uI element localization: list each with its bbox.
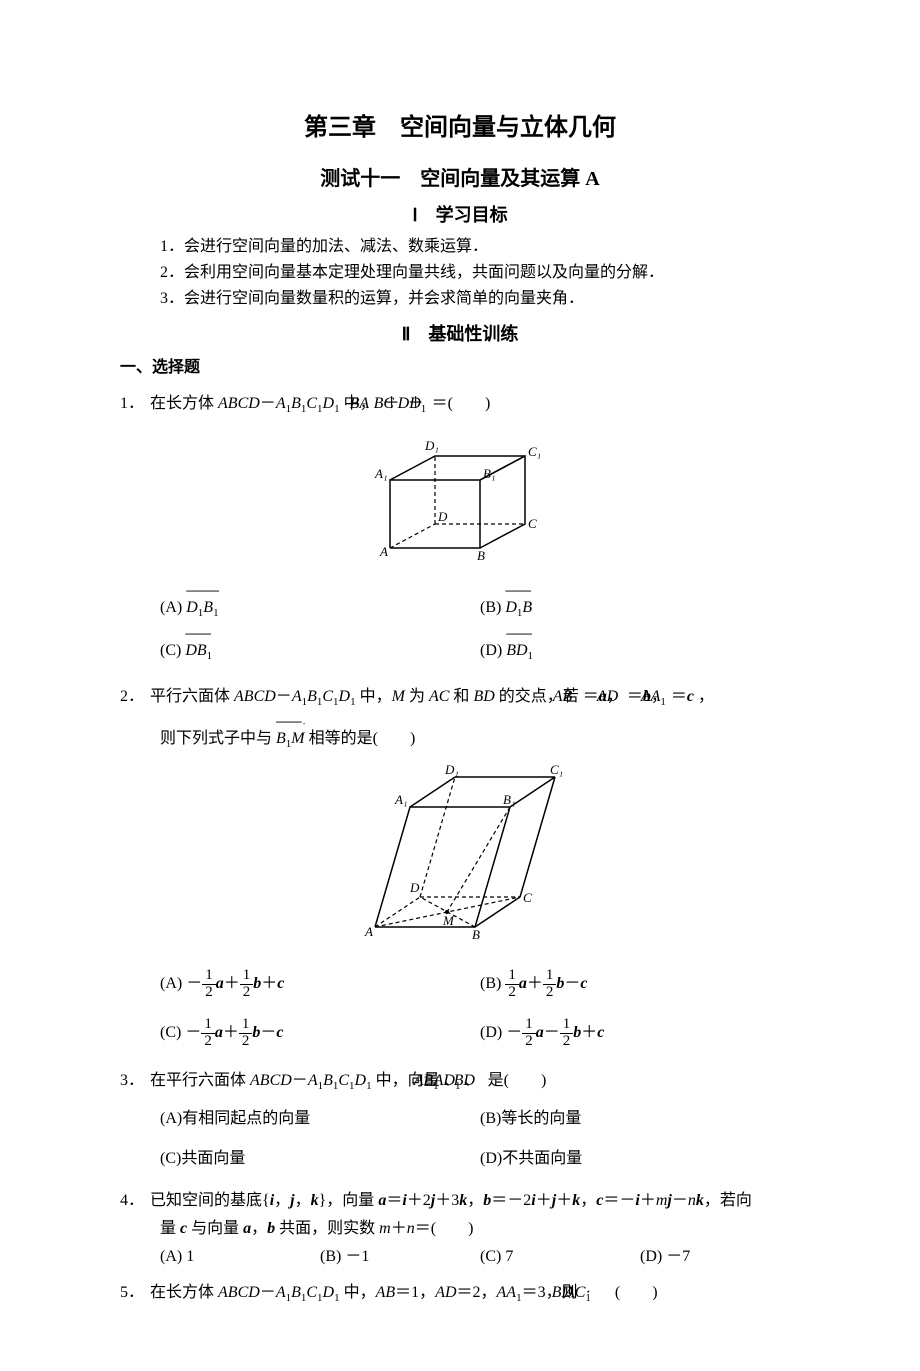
q1-solid: ABCD－A1B1C1D1 — [218, 395, 340, 412]
label-B1: B₁ — [503, 792, 515, 807]
label-M: M — [442, 913, 455, 928]
vector-D1B1: ────→D1B1 — [186, 594, 218, 622]
label-B1: B₁ — [483, 466, 495, 481]
figure-cuboid: A B C D A₁ B₁ C₁ D₁ — [120, 428, 800, 576]
q3-answers: (A)有相同起点的向量 (B)等长的向量 (C)共面向量 (D)不共面向量 — [160, 1099, 800, 1179]
question-2: 2．平行六面体 ABCD－A1B1C1D1 中，M 为 AC 和 BD 的交点，… — [120, 683, 800, 711]
q4-opt-A: (A) 1 — [160, 1245, 320, 1269]
label-D1: D₁ — [444, 762, 459, 777]
label-C1: C₁ — [550, 762, 563, 777]
q1-opt-D: (D) ───→BD1 — [480, 637, 800, 665]
q3-opt-D: (D)不共面向量 — [480, 1147, 800, 1171]
q4-opt-B: (B) －1 — [320, 1245, 480, 1269]
label-C: C — [523, 890, 532, 905]
q2-opt-C: (C) －12a＋12b－c — [160, 1017, 480, 1050]
section-objectives-head: Ⅰ 学习目标 — [120, 202, 800, 229]
chapter-title: 第三章 空间向量与立体几何 — [120, 110, 800, 146]
q1-answers: (A) ────→D1B1 (B) ───→D1B (C) ───→DB1 (D… — [160, 586, 800, 673]
q-num: 1． — [120, 392, 150, 416]
q2-opt-B: (B) 12a＋12b－c — [480, 968, 800, 1001]
vector-D1B: ───→D1B — [505, 594, 532, 622]
objectives-list: 1．会进行空间向量的加法、减法、数乘运算． 2．会利用空间向量基本定理处理向量共… — [160, 235, 800, 311]
q3-opt-C: (C)共面向量 — [160, 1147, 480, 1171]
q4-opt-D: (D) －7 — [640, 1245, 800, 1269]
q4-line2: 量 c 与向量 a，b 共面，则实数 m＋n＝( ) — [160, 1217, 800, 1241]
label-A: A — [364, 924, 373, 939]
question-1: 1．在长方体 ABCD－A1B1C1D1 中， ──→BA ＋ ──→BC ＋ … — [120, 390, 800, 418]
objective-item: 1．会进行空间向量的加法、减法、数乘运算． — [160, 235, 800, 259]
q4-text: 已知空间的基底{i，j，k}，向量 a＝i＋2j＋3k，b＝－2i＋j＋k，c＝… — [150, 1192, 752, 1209]
figure-parallelepiped: A B C D A₁ B₁ C₁ D₁ M — [120, 762, 800, 950]
q1-opt-A: (A) ────→D1B1 — [160, 594, 480, 622]
part-label: 一、选择题 — [120, 356, 800, 380]
label-A1: A₁ — [374, 466, 387, 481]
objective-item: 2．会利用空间向量基本定理处理向量共线，共面问题以及向量的分解． — [160, 261, 800, 285]
q2-opt-D: (D) －12a－12b＋c — [480, 1017, 800, 1050]
vector-BD1: ───→BD1 — [506, 637, 533, 665]
question-4: 4．已知空间的基底{i，j，k}，向量 a＝i＋2j＋3k，b＝－2i＋j＋k，… — [120, 1189, 800, 1213]
q4-opt-C: (C) 7 — [480, 1245, 640, 1269]
q-num: 3． — [120, 1069, 150, 1093]
q4-answers: (A) 1 (B) －1 (C) 7 (D) －7 — [160, 1245, 800, 1269]
objective-item: 3．会进行空间向量数量积的运算，并会求简单的向量夹角． — [160, 287, 800, 311]
label-A: A — [379, 544, 388, 559]
label-A1: A₁ — [394, 792, 407, 807]
q3-opt-A: (A)有相同起点的向量 — [160, 1107, 480, 1131]
q1-opt-B: (B) ───→D1B — [480, 594, 800, 622]
q1-tail: ＝( ) — [432, 395, 491, 412]
label-D1: D₁ — [424, 438, 439, 453]
question-5: 5．在长方体 ABCD－A1B1C1D1 中，AB＝1，AD＝2，AA1＝3，则… — [120, 1279, 800, 1307]
q3-opt-B: (B)等长的向量 — [480, 1107, 800, 1131]
q-num: 4． — [120, 1189, 150, 1213]
label-C1: C₁ — [528, 444, 541, 459]
q-num: 2． — [120, 685, 150, 709]
label-B: B — [477, 548, 485, 563]
vector-DB1: ───→DB1 — [185, 637, 212, 665]
q2-text: 平行六面体 ABCD－A1B1C1D1 中，M 为 AC 和 BD 的交点，若 — [150, 688, 583, 705]
q2-answers: (A) －12a＋12b＋c (B) 12a＋12b－c (C) －12a＋12… — [160, 960, 800, 1057]
question-3: 3．在平行六面体 ABCD－A1B1C1D1 中，向量 ───→AB1、 ───… — [120, 1067, 800, 1095]
q2-line2: 则下列式子中与 ───→B1M 相等的是( ) — [160, 725, 800, 753]
q1-text: 在长方体 — [150, 395, 218, 412]
section-training-head: Ⅱ 基础性训练 — [120, 321, 800, 348]
test-title: 测试十一 空间向量及其运算 A — [120, 164, 800, 194]
label-D: D — [437, 509, 448, 524]
q1-opt-C: (C) ───→DB1 — [160, 637, 480, 665]
q3-text: 在平行六面体 ABCD－A1B1C1D1 中，向量 — [150, 1072, 444, 1089]
label-B: B — [472, 927, 480, 942]
label-D: D — [409, 880, 420, 895]
q2-opt-A: (A) －12a＋12b＋c — [160, 968, 480, 1001]
label-C: C — [528, 516, 537, 531]
q5-text: 在长方体 ABCD－A1B1C1D1 中，AB＝1，AD＝2，AA1＝3，则 — [150, 1284, 582, 1301]
vector-B1M: ───→B1M — [276, 725, 305, 753]
